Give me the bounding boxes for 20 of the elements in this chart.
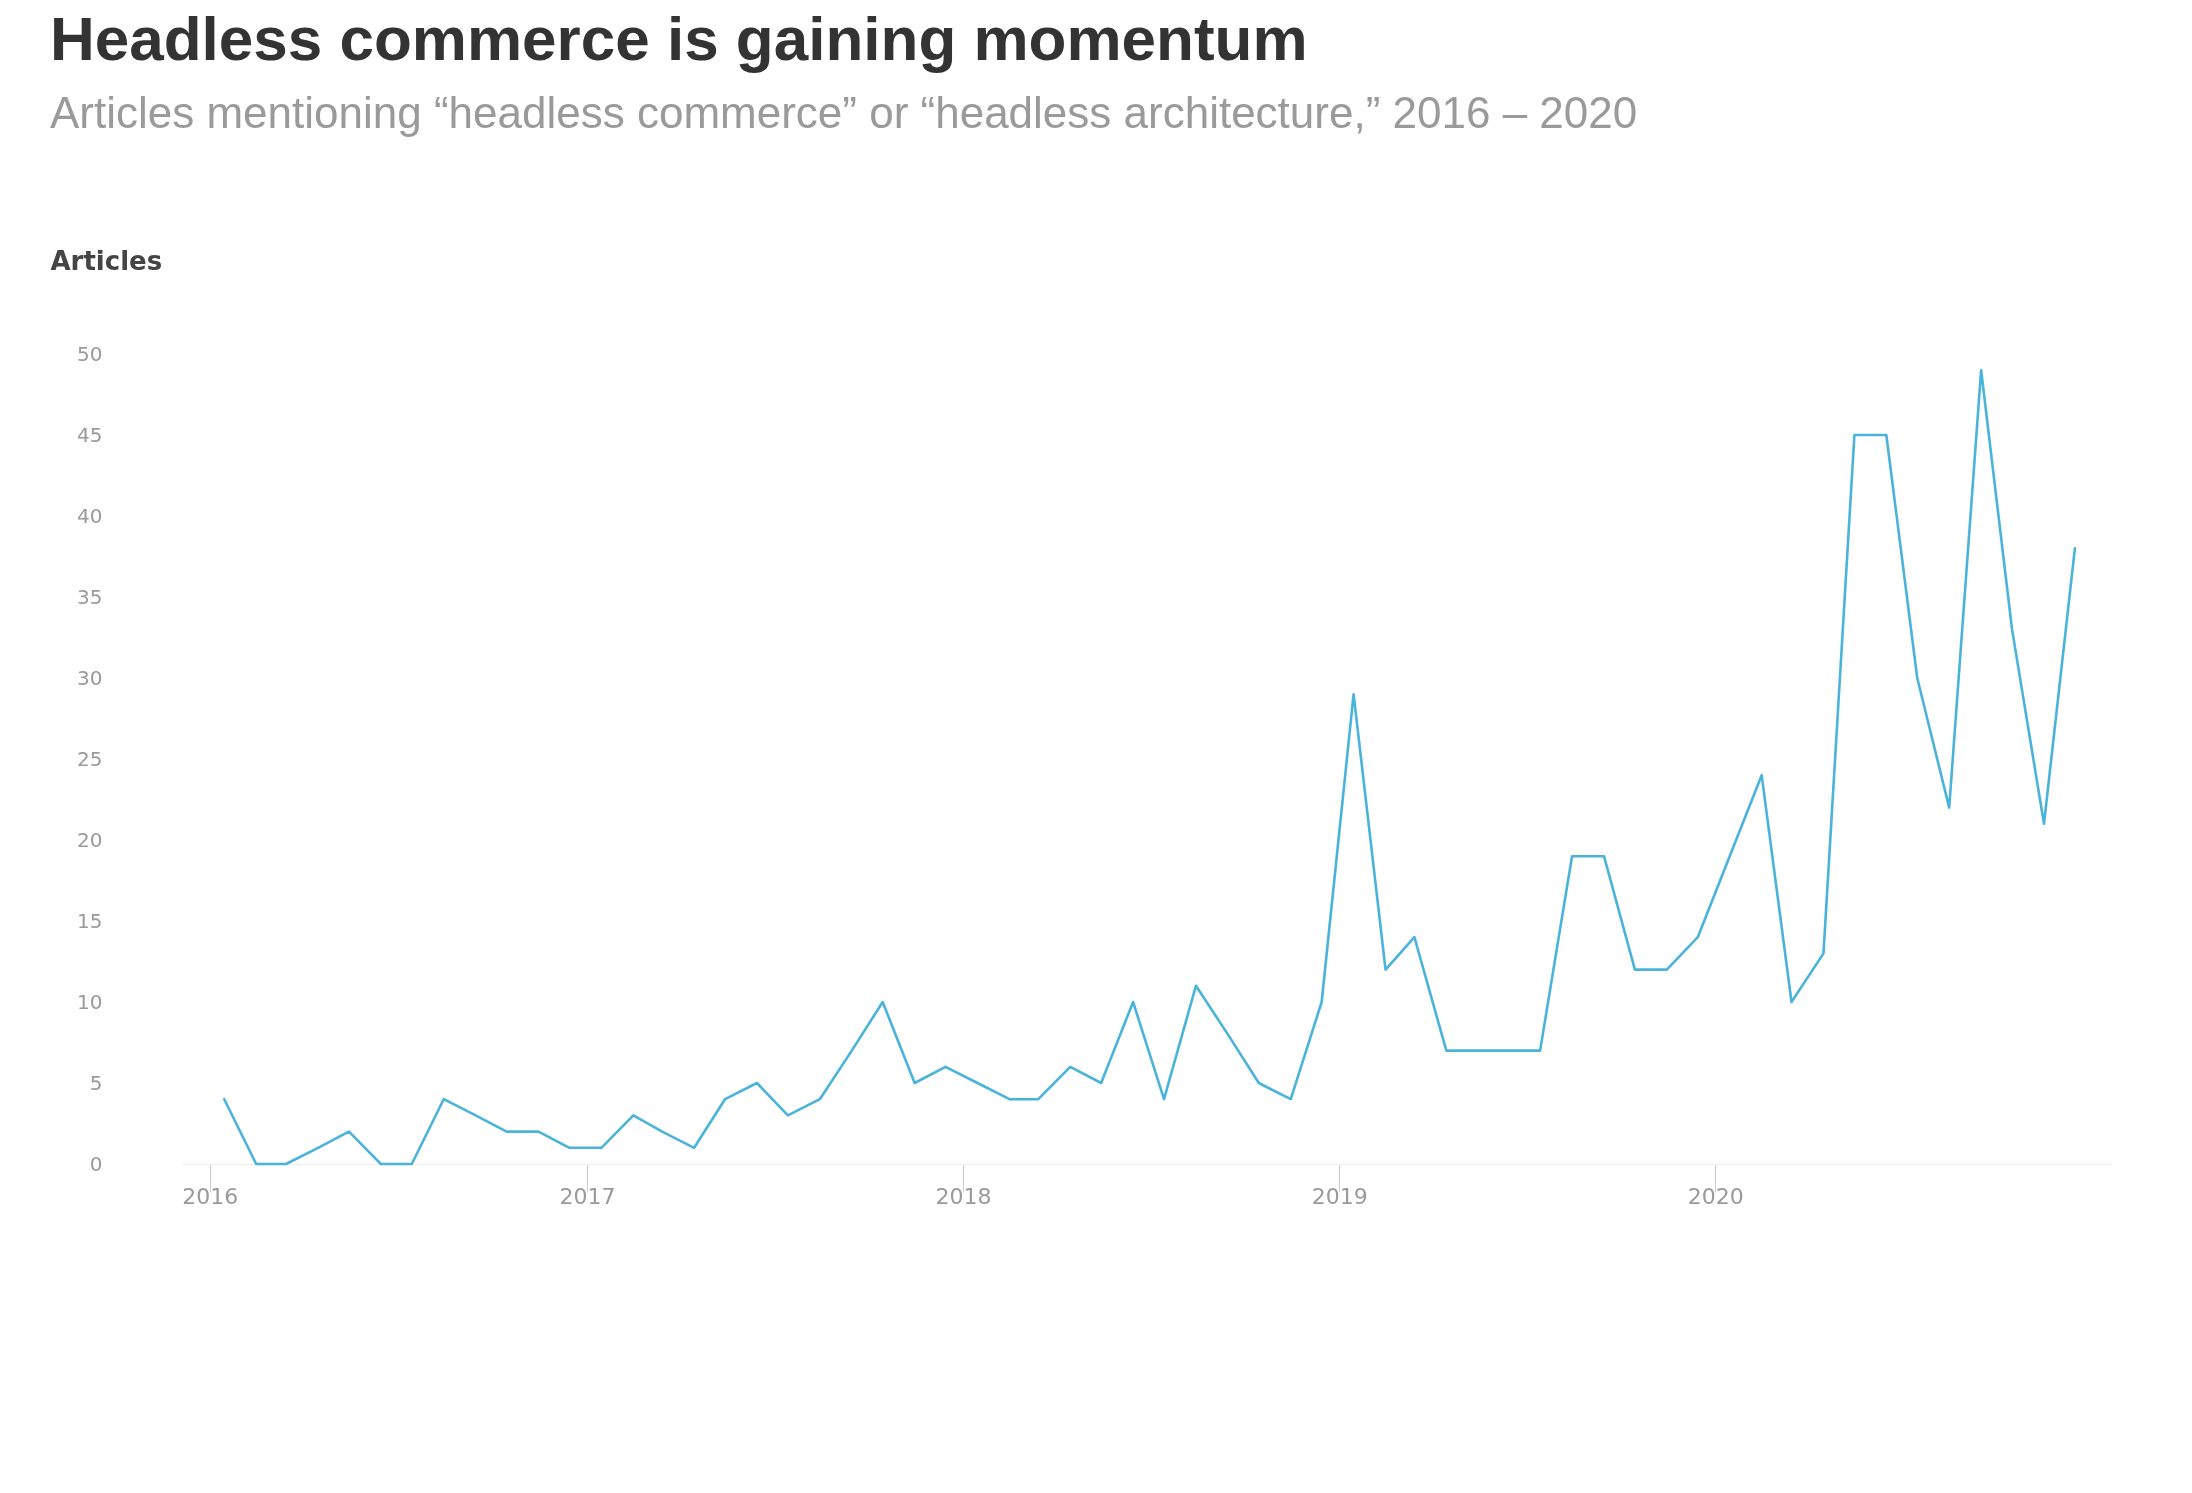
x-tick-label: 2018 xyxy=(935,1183,992,1209)
y-tick-label: 15 xyxy=(77,908,103,933)
chart-title: Headless commerce is gaining momentum xyxy=(50,4,1308,73)
y-tick-label: 35 xyxy=(77,584,103,609)
y-tick-label: 45 xyxy=(77,422,103,447)
y-tick-label: 10 xyxy=(77,989,103,1014)
y-tick-label: 0 xyxy=(89,1151,103,1176)
y-tick-label: 20 xyxy=(77,827,103,852)
y-tick-label: 25 xyxy=(77,746,103,771)
y-tick-label: 40 xyxy=(77,503,103,528)
x-tick-label: 2016 xyxy=(182,1183,239,1209)
y-tick-label: 5 xyxy=(89,1070,103,1095)
chart-subtitle: Articles mentioning “headless commerce” or “headless architecture,” 2016 – 2020 xyxy=(50,88,1638,137)
y-tick-label: 30 xyxy=(77,665,103,690)
line-series xyxy=(222,368,2077,1166)
y-tick-label: 50 xyxy=(77,341,103,366)
x-tick-label: 2017 xyxy=(559,1183,616,1209)
x-tick-label: 2020 xyxy=(1687,1183,1744,1209)
x-tick-label: 2019 xyxy=(1311,1183,1368,1209)
y-axis-title: Articles xyxy=(50,245,163,276)
